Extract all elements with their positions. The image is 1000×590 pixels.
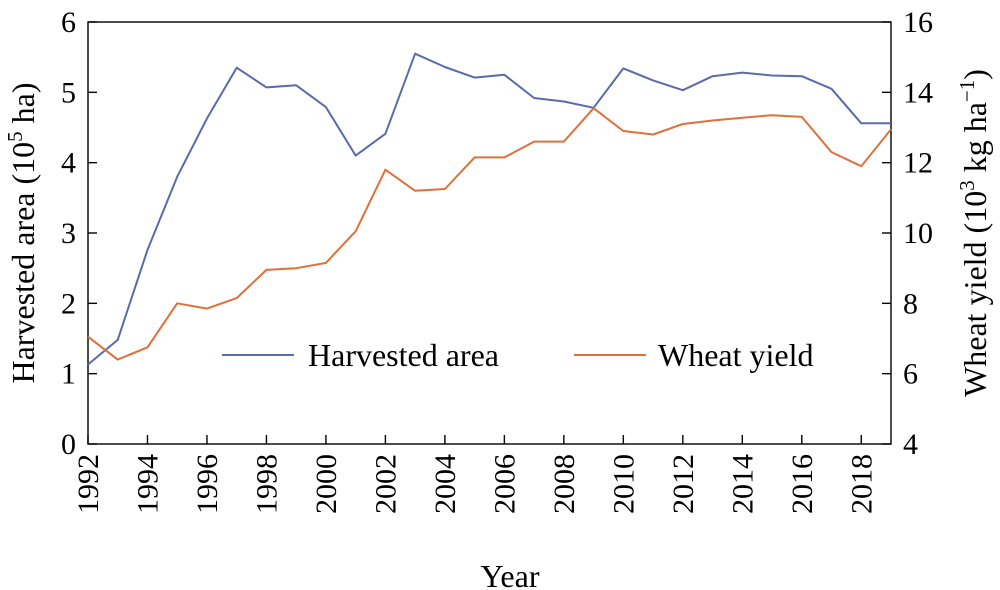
left-y-tick-label-3: 3 [61, 217, 76, 250]
right-y-tick-label-16: 16 [903, 6, 933, 39]
legend: Harvested area Wheat yield [222, 337, 813, 373]
x-tick-label-2008: 2008 [548, 454, 581, 514]
left-y-axis-ticks: 0 1 2 3 4 5 6 [61, 6, 97, 461]
right-y-tick-label-12: 12 [903, 147, 933, 180]
x-tick-label-2016: 2016 [786, 454, 819, 514]
plot-frame [87, 21, 892, 445]
x-tick-label-2000: 2000 [310, 454, 343, 514]
left-y-tick-label-5: 5 [61, 76, 76, 109]
x-tick-label-1998: 1998 [250, 454, 283, 514]
series-line-wheat-yield [87, 107, 892, 361]
x-tick-label-2004: 2004 [429, 454, 462, 514]
x-tick-label-1996: 1996 [191, 454, 224, 514]
left-y-tick-label-2: 2 [61, 287, 76, 320]
x-tick-label-2002: 2002 [369, 454, 402, 514]
right-y-tick-label-14: 14 [903, 76, 933, 109]
legend-label-wheat-yield: Wheat yield [658, 337, 813, 373]
x-tick-label-2018: 2018 [845, 454, 878, 514]
left-y-tick-label-4: 4 [61, 147, 76, 180]
right-y-axis-title: Wheat yield (103 kg ha−1) [955, 69, 993, 397]
right-y-tick-label-8: 8 [903, 287, 918, 320]
legend-label-harvested-area: Harvested area [308, 337, 499, 373]
right-y-axis-ticks: 4 6 8 10 12 14 16 [882, 6, 933, 461]
right-y-tick-label-6: 6 [903, 358, 918, 391]
x-axis-title: Year [481, 558, 540, 590]
series-line-harvested-area [87, 52, 891, 366]
x-tick-label-1994: 1994 [131, 454, 164, 514]
left-y-tick-label-6: 6 [61, 6, 76, 39]
right-y-tick-label-4: 4 [903, 428, 918, 461]
x-tick-label-2006: 2006 [488, 454, 521, 514]
right-y-tick-label-10: 10 [903, 217, 933, 250]
left-y-tick-label-0: 0 [61, 428, 76, 461]
left-y-tick-label-1: 1 [61, 358, 76, 391]
x-tick-label-2014: 2014 [726, 454, 759, 514]
series-layer [87, 52, 892, 366]
x-axis-ticks: 1992 1994 1996 1998 2000 2002 2004 2006 2008 2010… [72, 435, 878, 514]
x-tick-label-1992: 1992 [72, 454, 105, 514]
x-tick-label-2012: 2012 [667, 454, 700, 514]
left-y-axis-title: Harvested area (105 ha) [3, 83, 41, 384]
x-tick-label-2010: 2010 [607, 454, 640, 514]
